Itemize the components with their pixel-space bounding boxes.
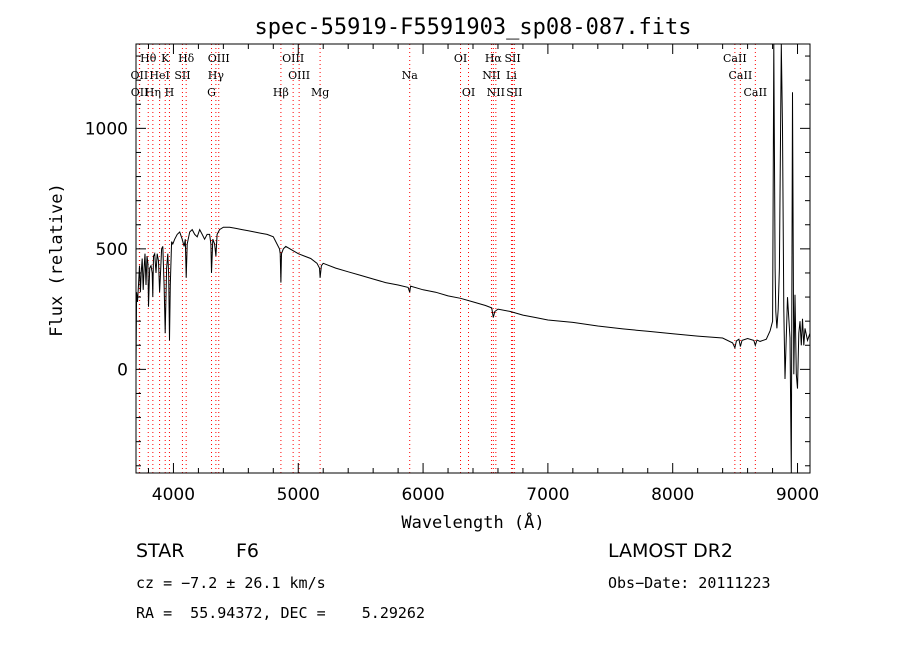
spectral-line-label: Mg bbox=[311, 86, 329, 99]
spectral-line-label: Hγ bbox=[208, 69, 225, 82]
x-axis-ticks: 4000 5000 6000 7000 8000 9000 bbox=[147, 44, 819, 505]
spectral-line-label: OI bbox=[454, 52, 467, 65]
flux-spectrum-line bbox=[135, 43, 811, 474]
spectral-line-label: OII bbox=[131, 86, 149, 99]
ra-dec-coordinates: RA = 55.94372, DEC = 5.29262 bbox=[136, 604, 425, 622]
spectral-line-label: OII bbox=[131, 69, 149, 82]
spectral-line-markers bbox=[138, 44, 756, 473]
x-tick-label: 8000 bbox=[651, 485, 694, 505]
spectral-line-label: NII bbox=[482, 69, 500, 82]
spectral-line-label: Hδ bbox=[178, 52, 195, 65]
spectral-line-label: NII bbox=[487, 86, 505, 99]
spectral-line-label: Hθ bbox=[140, 52, 157, 65]
observation-date: Obs−Date: 20111223 bbox=[608, 574, 771, 592]
redshift-value: cz = −7.2 ± 26.1 km/s bbox=[136, 574, 326, 592]
spectral-line-label: OI bbox=[462, 86, 475, 99]
object-subclass: F6 bbox=[236, 540, 260, 562]
spectral-line-label: Na bbox=[402, 69, 419, 82]
chart-title: spec-55919-F5591903_sp08-087.fits bbox=[254, 15, 691, 40]
x-tick-label: 5000 bbox=[277, 485, 320, 505]
object-class: STAR bbox=[136, 540, 185, 562]
x-tick-label: 4000 bbox=[152, 485, 195, 505]
spectral-line-label: OIII bbox=[208, 52, 230, 65]
plot-frame bbox=[135, 43, 811, 474]
spectral-line-label: OIII bbox=[282, 52, 304, 65]
y-axis-label: Flux (relative) bbox=[47, 183, 67, 337]
spectral-line-label: SII bbox=[506, 86, 522, 99]
spectral-line-label: CaII bbox=[723, 52, 747, 65]
spectral-line-label: CaII bbox=[743, 86, 767, 99]
spectral-line-label: Hα bbox=[485, 52, 503, 65]
spectral-line-label: Hη bbox=[145, 86, 161, 99]
x-tick-label: 7000 bbox=[526, 485, 569, 505]
y-tick-label: 0 bbox=[117, 360, 128, 380]
y-tick-label: 1000 bbox=[85, 119, 128, 139]
spectral-line-label: CaII bbox=[729, 69, 753, 82]
x-tick-label: 9000 bbox=[776, 485, 819, 505]
x-tick-label: 6000 bbox=[401, 485, 444, 505]
spectral-line-label: SII bbox=[504, 52, 520, 65]
spectral-line-label: K bbox=[161, 52, 170, 65]
spectral-line-label: HeI bbox=[149, 69, 169, 82]
y-tick-label: 500 bbox=[96, 240, 128, 260]
spectral-line-label: H bbox=[165, 86, 175, 99]
spectral-line-label: Hβ bbox=[273, 86, 289, 99]
y-axis-ticks: 0 500 1000 bbox=[85, 55, 810, 467]
spectral-line-label: SII bbox=[174, 69, 190, 82]
spectral-line-label: G bbox=[207, 86, 216, 99]
spectral-line-label: Li bbox=[506, 69, 517, 82]
spectral-line-label: OIII bbox=[288, 69, 310, 82]
x-axis-label: Wavelength (Å) bbox=[401, 511, 544, 533]
survey-name: LAMOST DR2 bbox=[608, 540, 733, 562]
